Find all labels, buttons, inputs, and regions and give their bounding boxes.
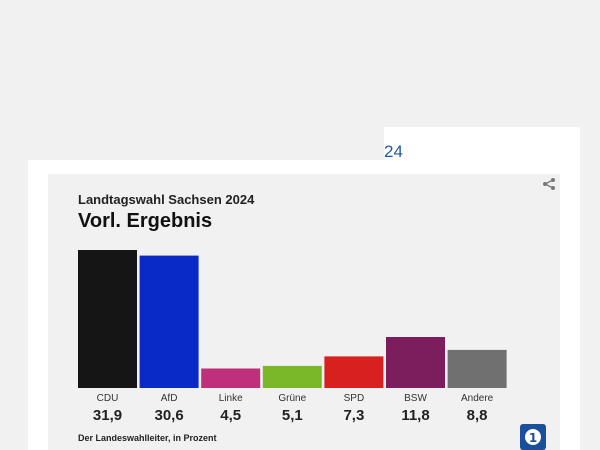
white-band bbox=[28, 160, 580, 174]
value-label: 31,9 bbox=[93, 407, 122, 424]
bar-grüne bbox=[262, 365, 322, 388]
bar-spd bbox=[324, 356, 384, 388]
bar-cdu bbox=[78, 250, 137, 388]
share-icon[interactable] bbox=[542, 177, 556, 191]
value-label: 11,8 bbox=[401, 407, 429, 424]
white-border-right bbox=[560, 160, 580, 450]
category-label: Grüne bbox=[278, 393, 306, 404]
chart-title: Vorl. Ergebnis bbox=[78, 210, 213, 232]
value-label: 4,5 bbox=[220, 407, 241, 424]
bar-linke bbox=[201, 368, 261, 388]
source-note: Der Landeswahlleiter, in Prozent bbox=[78, 433, 217, 443]
category-label: AfD bbox=[161, 393, 178, 404]
category-label: SPD bbox=[344, 393, 365, 404]
category-label: Andere bbox=[461, 393, 494, 404]
value-label: 8,8 bbox=[467, 407, 488, 424]
bar-bsw bbox=[386, 337, 445, 388]
category-label: BSW bbox=[404, 393, 427, 404]
category-label: Linke bbox=[219, 393, 243, 404]
logo-circle: 1 bbox=[525, 429, 541, 445]
white-border-left bbox=[28, 160, 48, 450]
ard-logo-icon[interactable]: 1 bbox=[520, 424, 546, 450]
tab-number[interactable]: 24 bbox=[384, 142, 403, 161]
value-label: 30,6 bbox=[154, 407, 183, 424]
value-label: 7,3 bbox=[343, 407, 364, 424]
value-label: 5,1 bbox=[282, 407, 303, 424]
white-tab-area bbox=[384, 127, 580, 161]
bar-andere bbox=[447, 349, 507, 388]
bar-afd bbox=[139, 255, 199, 388]
chart-subtitle: Landtagswahl Sachsen 2024 bbox=[78, 192, 255, 207]
category-label: CDU bbox=[97, 393, 119, 404]
logo-number: 1 bbox=[528, 431, 538, 445]
